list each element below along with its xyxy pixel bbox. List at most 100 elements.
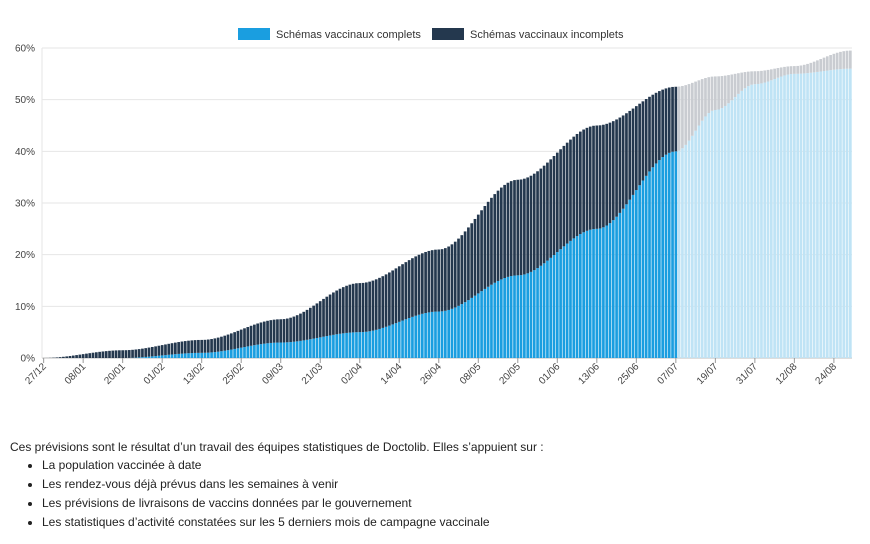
x-tick-label: 09/03: [260, 361, 286, 387]
bar-complete: [789, 74, 793, 358]
bar-complete: [147, 356, 151, 358]
bar-incomplete: [598, 125, 602, 229]
bar-complete: [295, 341, 299, 358]
bar-incomplete: [236, 330, 240, 349]
x-tick-label: 12/08: [774, 361, 800, 387]
bar-incomplete: [220, 336, 223, 352]
bar-complete: [483, 288, 487, 358]
bar-complete: [167, 354, 171, 358]
x-tick-label: 25/06: [616, 361, 642, 387]
bar-complete: [806, 73, 809, 359]
bar-complete: [391, 324, 395, 358]
bar-incomplete: [661, 89, 665, 158]
bar-complete: [634, 190, 638, 358]
bar-complete: [322, 336, 325, 358]
bar-complete: [592, 229, 595, 358]
bar-incomplete: [579, 131, 582, 235]
bar-incomplete: [829, 55, 832, 71]
bar-complete: [223, 350, 227, 358]
x-tick-label: 27/12: [23, 361, 49, 387]
bar-complete: [220, 351, 223, 358]
bar-incomplete: [796, 65, 800, 74]
notes-item: Les statistiques d’activité constatées s…: [42, 515, 544, 529]
bar-incomplete: [302, 311, 306, 341]
bar-complete: [272, 342, 276, 358]
bar-incomplete: [460, 235, 464, 305]
bar-complete: [555, 252, 559, 358]
bar-complete: [697, 125, 701, 358]
bar-incomplete: [358, 283, 362, 333]
bar-incomplete: [108, 350, 111, 358]
bar-complete: [183, 353, 187, 358]
vaccination-chart: Schémas vaccinaux complets Schémas vacci…: [15, 28, 852, 387]
bar-complete: [562, 246, 566, 358]
bar-complete: [588, 229, 592, 358]
x-tick-label: 02/04: [339, 361, 365, 387]
bar-incomplete: [345, 285, 348, 333]
bar-complete: [658, 160, 661, 358]
bar-complete: [302, 340, 306, 358]
bar-complete: [276, 342, 279, 358]
bar-incomplete: [312, 305, 315, 339]
bar-complete: [253, 345, 256, 358]
bar-complete: [579, 234, 582, 358]
bar-complete: [516, 275, 520, 358]
bar-complete: [190, 353, 194, 358]
bar-complete: [414, 315, 418, 358]
bar-complete: [509, 276, 513, 358]
bar-incomplete: [476, 214, 480, 294]
x-axis: 27/12 08/01 20/01 01/02 13/02 25/02 09/03 21/03…: [23, 358, 839, 387]
bar-complete: [256, 344, 260, 358]
bar-complete: [243, 347, 246, 358]
bar-incomplete: [114, 350, 118, 358]
bar-incomplete: [519, 179, 523, 276]
bar-complete: [480, 291, 483, 358]
x-tick-label: 20/05: [497, 361, 523, 387]
bar-incomplete: [71, 355, 75, 358]
bar-incomplete: [684, 85, 688, 145]
bar-incomplete: [638, 103, 641, 186]
bar-incomplete: [816, 60, 819, 72]
bar-incomplete: [546, 162, 549, 261]
bar-complete: [417, 314, 421, 358]
bar-incomplete: [687, 84, 691, 141]
bars: [45, 50, 852, 359]
bar-complete: [694, 130, 697, 358]
bar-incomplete: [85, 353, 88, 358]
bar-incomplete: [743, 72, 747, 89]
bar-incomplete: [651, 94, 655, 168]
bar-complete: [819, 71, 823, 359]
bar-incomplete: [341, 287, 345, 334]
bar-incomplete: [615, 119, 618, 217]
bar-complete: [292, 341, 296, 358]
bar-complete: [470, 297, 474, 358]
bar-complete: [447, 309, 450, 358]
bar-complete: [420, 313, 424, 358]
bar-incomplete: [727, 75, 730, 104]
y-tick-label: 10%: [15, 302, 35, 313]
bar-complete: [608, 223, 612, 358]
bar-complete: [644, 175, 648, 358]
bar-complete: [164, 355, 167, 358]
bar-complete: [141, 357, 144, 358]
notes-item: Les prévisions de livraisons de vaccins …: [42, 496, 544, 510]
bar-incomplete: [490, 197, 493, 285]
bar-incomplete: [111, 350, 115, 358]
bar-incomplete: [822, 57, 826, 72]
bar-complete: [348, 332, 352, 358]
bar-complete: [150, 356, 154, 358]
bar-complete: [213, 352, 217, 358]
bar-complete: [430, 311, 434, 358]
bar-incomplete: [707, 77, 711, 114]
bar-incomplete: [621, 115, 625, 209]
bar-incomplete: [229, 333, 233, 350]
bar-complete: [773, 79, 776, 358]
bar-incomplete: [62, 356, 65, 358]
bar-incomplete: [572, 136, 576, 239]
bar-incomplete: [697, 80, 701, 126]
bar-complete: [832, 69, 836, 358]
bar-complete: [598, 228, 602, 358]
bar-incomplete: [539, 168, 543, 266]
y-tick-label: 50%: [15, 95, 35, 106]
x-tick-label: 31/07: [735, 361, 761, 387]
